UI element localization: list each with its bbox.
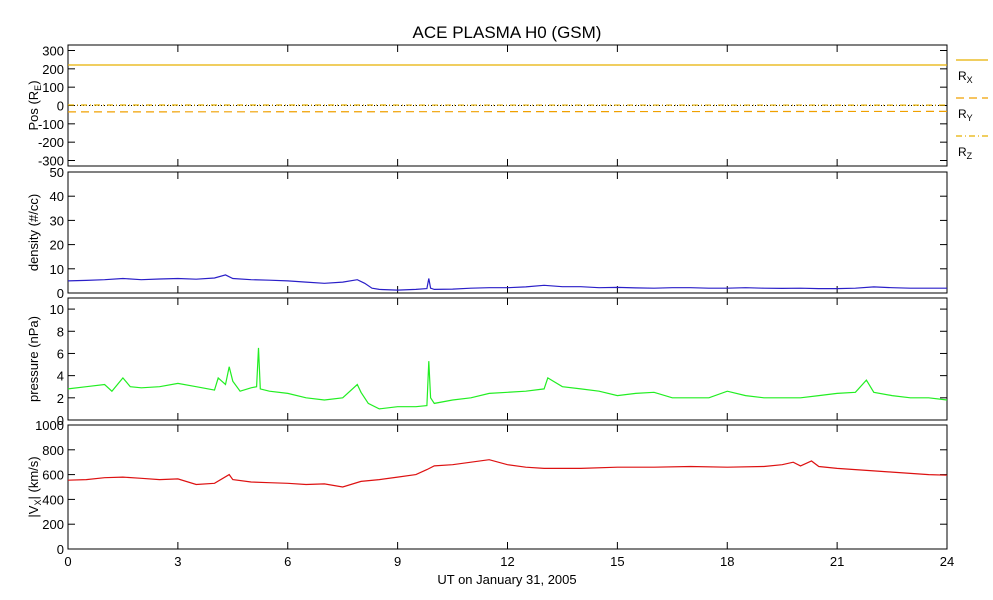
position-y-tick-label: 200 bbox=[42, 62, 64, 77]
x-tick-label: 6 bbox=[284, 554, 291, 569]
density-y-tick-label: 20 bbox=[50, 238, 64, 253]
panel-density: 50 40 30 20 10 0 density (#/cc) bbox=[26, 165, 948, 301]
pressure-series-0-line bbox=[67, 347, 948, 410]
legend-sub: X bbox=[967, 75, 973, 85]
position-ylabel-text: Pos (R bbox=[26, 91, 41, 131]
legend-name: R bbox=[958, 69, 967, 83]
x-tick-label: 24 bbox=[940, 554, 954, 569]
velocity-y-tick-label: 600 bbox=[42, 468, 64, 483]
legend-name: R bbox=[958, 107, 967, 121]
velocity-y-tick-label: 400 bbox=[42, 492, 64, 507]
density-series-0-line bbox=[67, 274, 947, 291]
position-y-tick-label: -200 bbox=[38, 135, 64, 150]
velocity-series-0-line bbox=[67, 459, 948, 488]
legend-label-0: RX bbox=[958, 69, 973, 85]
position-series-1-line bbox=[67, 110, 948, 113]
x-tick-label: 15 bbox=[610, 554, 624, 569]
legend-label-2: RZ bbox=[958, 145, 973, 161]
legend-label-1: RY bbox=[958, 107, 973, 123]
panel-pressure: 10 8 6 4 2 0 pressure (nPa) bbox=[26, 297, 948, 428]
velocity-y-tick-label: 0 bbox=[57, 542, 64, 557]
density-y-tick-label: 50 bbox=[50, 165, 64, 180]
velocity-ylabel-text: |V bbox=[26, 505, 41, 517]
velocity-ylabel-end: | (km/s) bbox=[26, 456, 41, 499]
x-tick-label: 18 bbox=[720, 554, 734, 569]
position-y-tick-label: 300 bbox=[42, 44, 64, 59]
velocity-frame bbox=[67, 424, 948, 550]
pressure-y-tick-label: 8 bbox=[57, 324, 64, 339]
position-y-tick-label: -300 bbox=[38, 154, 64, 169]
legend-name: R bbox=[958, 145, 967, 159]
position-y-tick-label: 0 bbox=[57, 99, 64, 114]
x-tick-label: 9 bbox=[394, 554, 401, 569]
density-y-tick-label: 40 bbox=[50, 189, 64, 204]
velocity-ylabel-sub: X bbox=[33, 500, 43, 506]
position-y-axis-label: Pos (RE) bbox=[26, 80, 43, 130]
legend-sub: Y bbox=[967, 113, 973, 123]
position-ylabel-end: ) bbox=[26, 80, 41, 84]
pressure-y-axis-label: pressure (nPa) bbox=[26, 316, 41, 402]
x-tick-label: 3 bbox=[174, 554, 181, 569]
density-y-tick-label: 10 bbox=[50, 262, 64, 277]
velocity-y-tick-label: 1000 bbox=[35, 418, 64, 433]
density-y-tick-label: 0 bbox=[57, 286, 64, 301]
pressure-y-tick-label: 10 bbox=[50, 302, 64, 317]
density-y-axis-label: density (#/cc) bbox=[26, 194, 41, 271]
pressure-frame bbox=[67, 297, 948, 421]
x-tick-label: 0 bbox=[64, 554, 71, 569]
position-y-tick-label: 100 bbox=[42, 80, 64, 95]
pressure-y-tick-label: 6 bbox=[57, 346, 64, 361]
pressure-y-tick-label: 2 bbox=[57, 391, 64, 406]
panel-velocity: 1000 800 600 400 200 0 |VX| (km/s) bbox=[26, 418, 948, 557]
density-y-tick-label: 30 bbox=[50, 213, 64, 228]
x-tick-label: 12 bbox=[500, 554, 514, 569]
x-tick-label: 21 bbox=[830, 554, 844, 569]
velocity-y-tick-label: 200 bbox=[42, 517, 64, 532]
position-ylabel-sub: E bbox=[33, 85, 43, 91]
density-frame bbox=[67, 171, 948, 294]
velocity-y-tick-label: 800 bbox=[42, 443, 64, 458]
legend-sub: Z bbox=[967, 151, 973, 161]
pressure-y-tick-label: 0 bbox=[57, 413, 64, 428]
pressure-y-tick-label: 4 bbox=[57, 369, 64, 384]
x-axis-label: UT on January 31, 2005 bbox=[437, 572, 576, 587]
density-ylabel-text: density (#/cc) bbox=[26, 194, 41, 271]
figure-title: ACE PLASMA H0 (GSM) bbox=[413, 23, 602, 42]
velocity-y-axis-label: |VX| (km/s) bbox=[26, 456, 43, 517]
pressure-ylabel-text: pressure (nPa) bbox=[26, 316, 41, 402]
position-y-tick-label: -100 bbox=[38, 117, 64, 132]
